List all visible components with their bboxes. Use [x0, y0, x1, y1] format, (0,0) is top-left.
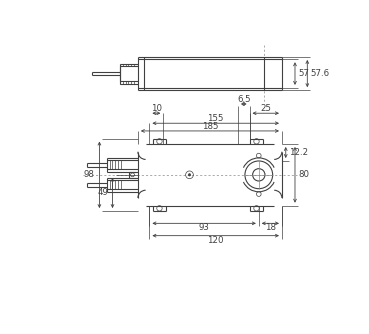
Circle shape — [188, 174, 191, 176]
Text: 98: 98 — [83, 170, 94, 179]
Text: 80: 80 — [299, 170, 310, 179]
Text: 57.6: 57.6 — [310, 69, 330, 78]
Text: 12.2: 12.2 — [289, 148, 308, 157]
Text: 93: 93 — [199, 223, 210, 232]
Text: 155: 155 — [207, 114, 224, 123]
Text: 120: 120 — [207, 236, 224, 245]
Text: 57: 57 — [298, 69, 309, 78]
Text: 25: 25 — [260, 104, 271, 113]
Text: 18: 18 — [265, 223, 276, 232]
Text: 6.5: 6.5 — [237, 95, 251, 104]
Text: 10: 10 — [151, 104, 162, 113]
Text: 185: 185 — [201, 122, 218, 131]
Text: 49: 49 — [98, 188, 109, 197]
